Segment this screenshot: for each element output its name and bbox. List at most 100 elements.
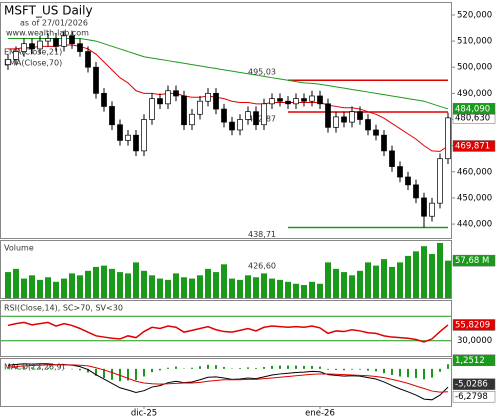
- ema-line: [8, 37, 449, 110]
- histogram-bar: [359, 368, 361, 370]
- candle-body: [5, 59, 11, 65]
- value-tag-label: 55,8209: [455, 320, 490, 330]
- candle-body: [285, 100, 291, 105]
- candle-body: [213, 93, 219, 110]
- candle-body: [45, 38, 51, 42]
- value-tag: [452, 140, 496, 152]
- volume-bar: [197, 275, 203, 298]
- volume-bar: [301, 285, 307, 298]
- volume-bar: [357, 270, 363, 298]
- candle-body: [245, 111, 251, 120]
- volume-bar: [293, 283, 299, 298]
- candle-body: [365, 119, 371, 131]
- histogram-bar: [199, 366, 201, 369]
- candle-body: [413, 184, 419, 199]
- pane-title: Volume: [4, 244, 34, 253]
- histogram-bar: [167, 367, 169, 369]
- candle-body: [125, 134, 131, 141]
- value-tag-label: 1,2512: [455, 356, 485, 366]
- histogram-bar: [215, 365, 217, 369]
- source: www.wealth-lab.com: [6, 29, 89, 38]
- volume-bar: [149, 275, 155, 298]
- histogram-bar: [351, 368, 353, 370]
- histogram-bar: [175, 366, 177, 369]
- volume-bar: [221, 264, 227, 298]
- value-tag: [452, 390, 496, 403]
- volume-bar: [381, 259, 387, 298]
- rsi-line: [7, 321, 449, 343]
- legend-entry: EMA(Close,21): [4, 48, 62, 57]
- volume-bar: [29, 275, 35, 298]
- candle-body: [253, 111, 259, 126]
- candle-body: [261, 103, 267, 126]
- volume-bar: [93, 266, 99, 298]
- candle-body: [317, 95, 323, 105]
- candle-body: [109, 106, 115, 126]
- candle-body: [277, 98, 283, 102]
- candle-body: [189, 113, 195, 126]
- histogram-bar: [391, 368, 393, 376]
- value-tag: [452, 354, 496, 367]
- volume-bar: [117, 272, 123, 298]
- candle-body: [133, 134, 139, 152]
- candle-body: [269, 98, 275, 105]
- value-tag-label: 484,090: [455, 104, 490, 114]
- candle-body: [101, 93, 107, 107]
- volume-bar: [21, 278, 27, 298]
- candle-body: [421, 197, 427, 217]
- value-tag-label: 480,630: [455, 113, 490, 123]
- volume-bar: [421, 246, 427, 298]
- y-tick-label: 500,000: [457, 63, 492, 73]
- histogram-bar: [271, 365, 273, 369]
- histogram-bar: [423, 368, 425, 380]
- candle-body: [37, 40, 43, 50]
- volume-bar: [165, 279, 171, 298]
- histogram-bar: [367, 368, 369, 371]
- candle-body: [165, 90, 171, 105]
- volume-bar: [261, 273, 267, 298]
- subtitle: as of 27/01/2026: [20, 19, 88, 28]
- candle-body: [333, 116, 339, 128]
- histogram-bar: [103, 368, 105, 378]
- volume-bar: [205, 268, 211, 298]
- volume-bar: [309, 281, 315, 298]
- volume-bar: [237, 279, 243, 298]
- volume-bar: [333, 268, 339, 298]
- volume-bar: [53, 281, 59, 298]
- volume-pane: [0, 240, 452, 299]
- candle-body: [157, 98, 163, 105]
- macd-pane: [0, 358, 452, 407]
- volume-bar: [429, 253, 435, 298]
- candle-body: [149, 98, 155, 120]
- volume-bar: [45, 277, 51, 298]
- volume-bar: [277, 279, 283, 298]
- histogram-bar: [415, 368, 417, 378]
- volume-bar: [173, 273, 179, 298]
- volume-bar: [37, 279, 43, 298]
- volume-bar: [349, 275, 355, 298]
- histogram-bar: [79, 368, 81, 371]
- volume-bar: [245, 275, 251, 298]
- candle-body: [205, 93, 211, 102]
- candle-body: [173, 90, 179, 97]
- volume-bar: [253, 277, 259, 298]
- volume-bar: [445, 260, 451, 298]
- candle-body: [397, 166, 403, 178]
- histogram-bar: [47, 367, 49, 369]
- candle-body: [181, 95, 187, 126]
- candle-body: [221, 108, 227, 123]
- candle-body: [429, 202, 435, 217]
- histogram-bar: [303, 365, 305, 369]
- pane-title: RSI(Close,14), SC>70, SV<30: [4, 304, 123, 313]
- histogram-bar: [191, 367, 193, 369]
- candle-body: [93, 66, 99, 94]
- volume-bar: [413, 251, 419, 298]
- value-tag-label: 57,68 M: [455, 256, 489, 266]
- candle-body: [61, 35, 67, 47]
- value-tag: [452, 319, 496, 331]
- volume-bar: [229, 278, 235, 298]
- histogram-bar: [39, 367, 41, 369]
- histogram-bar: [143, 368, 145, 377]
- histogram-bar: [95, 368, 97, 376]
